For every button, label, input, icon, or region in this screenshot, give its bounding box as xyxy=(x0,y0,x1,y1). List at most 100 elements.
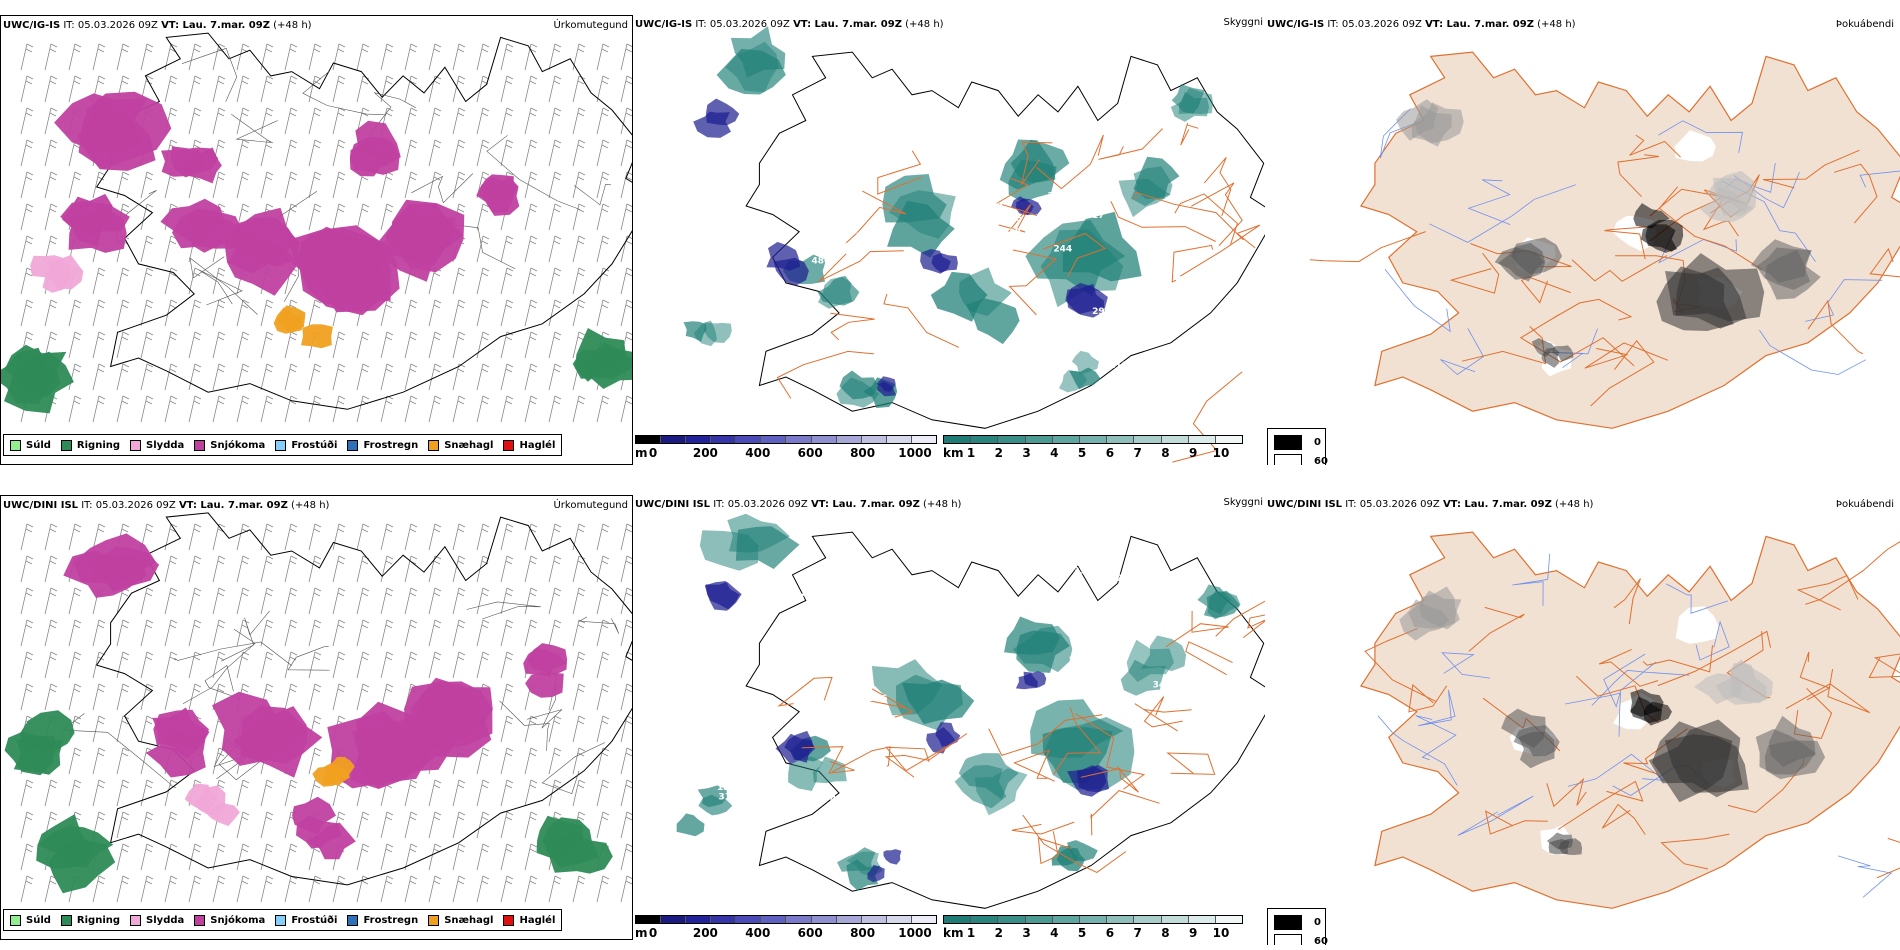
cloud-base-value: 68 xyxy=(826,826,839,836)
wind-barb xyxy=(68,747,82,775)
legend-swatch xyxy=(10,439,21,451)
wind-barb xyxy=(284,587,298,615)
precip-area xyxy=(305,822,356,860)
road-line xyxy=(801,746,855,774)
wind-barb xyxy=(404,651,418,679)
wind-barb xyxy=(500,587,514,615)
river-line xyxy=(1658,120,1743,153)
wind-barb xyxy=(596,715,610,743)
wind-barb xyxy=(140,587,154,615)
fog-map xyxy=(1359,531,1900,909)
wind-barb xyxy=(548,331,562,359)
wind-barb xyxy=(596,171,610,199)
wind-barb xyxy=(524,811,538,839)
panel-name: Úrkomutegund xyxy=(553,500,628,511)
wind-barb xyxy=(452,619,466,647)
wind-barb xyxy=(284,523,298,551)
wind-barb xyxy=(476,395,490,423)
wind-barb xyxy=(356,651,370,679)
glacier xyxy=(1674,130,1716,162)
wind-barb xyxy=(164,523,178,551)
wind-barb xyxy=(452,267,466,295)
wind-barb xyxy=(548,75,562,103)
road-line xyxy=(1098,128,1163,160)
wind-barb xyxy=(548,171,562,199)
wind-barb xyxy=(308,107,322,135)
wind-barb xyxy=(548,235,562,263)
colorbar-tick: 7 xyxy=(1133,446,1142,460)
wind-barb xyxy=(44,75,58,103)
wind-barb xyxy=(548,139,562,167)
wind-barb xyxy=(236,619,250,647)
wind-barb xyxy=(572,683,586,711)
wind-barb xyxy=(356,555,370,583)
wind-barb xyxy=(572,875,586,903)
wind-barb xyxy=(20,683,34,711)
wind-barb xyxy=(404,363,418,391)
wind-barb xyxy=(524,843,538,871)
wind-barb xyxy=(596,235,610,263)
wind-barb xyxy=(20,555,34,583)
cloud-base-value: 138 xyxy=(1002,228,1021,238)
fog-legend: 0 60 xyxy=(1267,908,1328,945)
wind-barb xyxy=(380,555,394,583)
fog-area xyxy=(1643,701,1672,726)
precip-area xyxy=(277,305,306,332)
wind-barb xyxy=(620,747,632,775)
wind-barb xyxy=(356,619,370,647)
legend-item: Rigning xyxy=(60,914,120,926)
wind-barb xyxy=(332,171,346,199)
wind-barb xyxy=(356,395,370,423)
road-line xyxy=(1364,628,1437,703)
road-line xyxy=(181,47,238,102)
low-cloud-base-area xyxy=(920,249,951,274)
wind-barb xyxy=(404,395,418,423)
fog-legend-item: 60 xyxy=(1274,934,1328,945)
cloud-base-value: 342 xyxy=(1153,681,1172,691)
wind-barb xyxy=(308,363,322,391)
river-line xyxy=(1759,329,1867,375)
cloud-base-value: 159 xyxy=(1036,127,1055,137)
wind-barb xyxy=(596,811,610,839)
colorbar-tick: 6 xyxy=(1105,926,1115,940)
glacier xyxy=(1675,606,1719,644)
cloud-base-value: 365 xyxy=(1003,214,1022,224)
wind-barb xyxy=(308,43,322,71)
precip-area xyxy=(195,785,226,816)
wind-barb xyxy=(452,779,466,807)
wind-barb xyxy=(332,43,346,71)
precip-area xyxy=(37,825,114,868)
road-line xyxy=(1090,790,1160,836)
wind-barb xyxy=(44,139,58,167)
road-line xyxy=(1461,326,1547,365)
cloud-area xyxy=(902,679,975,725)
wind-barb xyxy=(356,683,370,711)
road-line xyxy=(1036,134,1104,190)
river-line xyxy=(1603,653,1657,708)
road-line xyxy=(1191,182,1243,246)
wind-barb xyxy=(572,171,586,199)
road-line xyxy=(302,71,387,116)
wind-barb xyxy=(572,747,586,775)
wind-barb xyxy=(500,75,514,103)
wind-barb xyxy=(164,75,178,103)
wind-barb xyxy=(68,587,82,615)
wind-barb xyxy=(92,267,106,295)
river-line xyxy=(1512,553,1551,606)
wind-barb xyxy=(620,203,632,231)
low-cloud-base-area xyxy=(935,722,961,747)
legend-swatch xyxy=(194,914,206,926)
wind-barb xyxy=(428,107,442,135)
wind-barb xyxy=(620,75,632,103)
wind-barb xyxy=(620,875,632,903)
river-line xyxy=(1591,669,1690,706)
wind-barb xyxy=(236,107,250,135)
cloud-base-value: 207 xyxy=(762,571,781,581)
road-line xyxy=(1242,614,1265,638)
wind-barb xyxy=(500,363,514,391)
wind-barb xyxy=(236,395,250,423)
wind-barb xyxy=(284,779,298,807)
wind-barb xyxy=(404,171,418,199)
road-line xyxy=(578,616,620,634)
fog-area xyxy=(1541,347,1560,368)
